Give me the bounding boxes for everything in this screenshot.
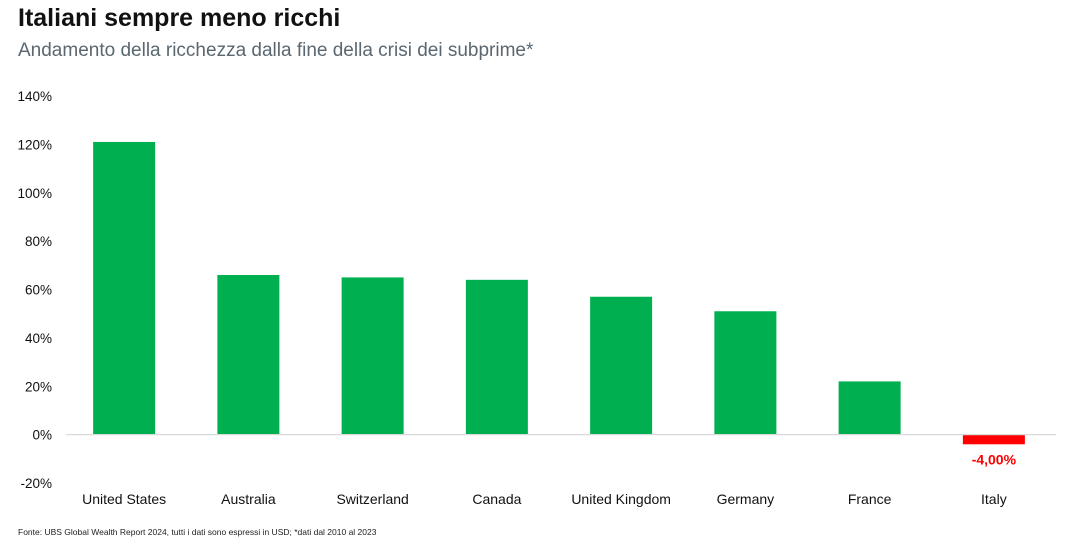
y-tick-label: 0% bbox=[32, 428, 52, 443]
y-tick-label: 60% bbox=[25, 283, 52, 298]
y-tick-label: -20% bbox=[20, 476, 52, 491]
bar-chart: -20% 0% 20% 40% 60% 80% 100% 120% 140% United St… bbox=[17, 89, 1056, 507]
chart-subtitle: Andamento della ricchezza dalla fine del… bbox=[18, 40, 534, 61]
chart-title: Italiani sempre meno ricchi bbox=[18, 4, 341, 32]
bar-australia bbox=[217, 274, 280, 435]
bar-france bbox=[838, 381, 901, 435]
bars bbox=[93, 141, 1025, 445]
data-labels: -4,00% bbox=[972, 451, 1017, 467]
x-tick-label: United Kingdom bbox=[571, 491, 671, 507]
source-note: Fonte: UBS Global Wealth Report 2024, tu… bbox=[18, 527, 377, 537]
x-tick-label: Switzerland bbox=[336, 491, 408, 507]
x-tick-label: Australia bbox=[221, 491, 276, 507]
data-label: -4,00% bbox=[972, 451, 1017, 467]
bar-germany bbox=[714, 311, 777, 435]
y-tick-label: 40% bbox=[25, 331, 52, 346]
x-axis-labels: United States Australia Switzerland Canada U… bbox=[82, 491, 1007, 507]
x-tick-label: Italy bbox=[981, 491, 1007, 507]
bar-united-states bbox=[93, 141, 156, 435]
bar-canada bbox=[465, 279, 528, 435]
y-axis-ticks: -20% 0% 20% 40% 60% 80% 100% 120% 140% bbox=[17, 89, 52, 491]
x-tick-label: United States bbox=[82, 491, 166, 507]
y-tick-label: 120% bbox=[17, 137, 52, 152]
y-tick-label: 140% bbox=[17, 89, 52, 104]
x-tick-label: Canada bbox=[472, 491, 521, 507]
bar-italy bbox=[962, 434, 1025, 445]
x-tick-label: France bbox=[848, 491, 892, 507]
bar-united-kingdom bbox=[590, 296, 653, 435]
y-tick-label: 20% bbox=[25, 379, 52, 394]
bar-switzerland bbox=[341, 277, 404, 435]
y-tick-label: 100% bbox=[17, 186, 52, 201]
x-tick-label: Germany bbox=[717, 491, 775, 507]
y-tick-label: 80% bbox=[25, 234, 52, 249]
